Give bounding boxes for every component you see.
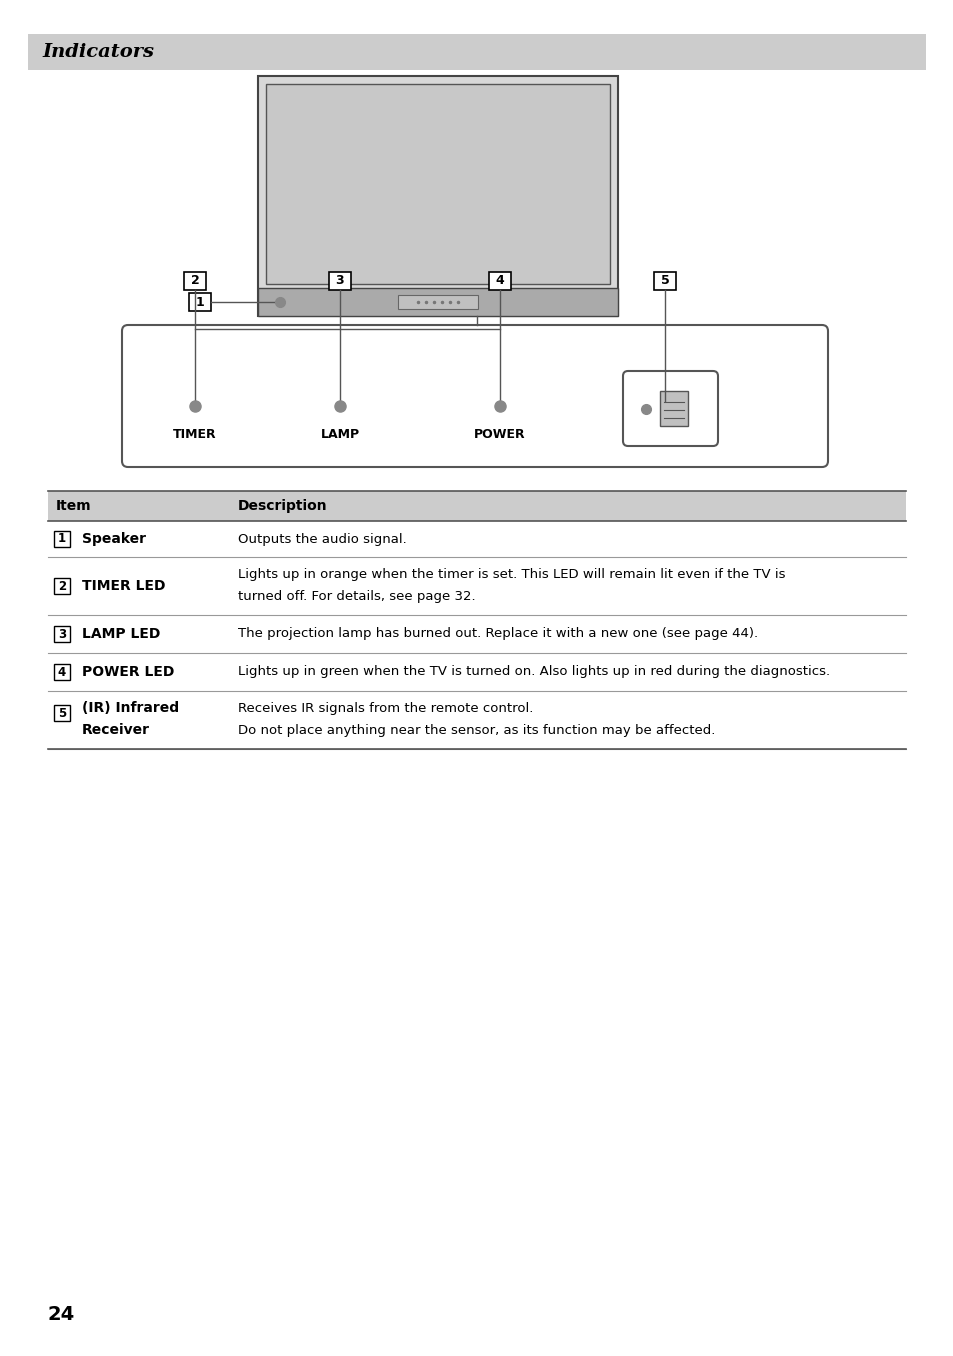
Text: 4: 4 — [496, 274, 504, 287]
Text: 5: 5 — [659, 274, 669, 287]
Text: Do not place anything near the sensor, as its function may be affected.: Do not place anything near the sensor, a… — [237, 724, 715, 736]
Bar — [54, 705, 70, 721]
Text: 2: 2 — [58, 579, 66, 593]
Text: Description: Description — [237, 499, 327, 513]
Text: 1: 1 — [58, 533, 66, 545]
Text: LAMP: LAMP — [320, 428, 359, 441]
Text: LAMP LED: LAMP LED — [82, 626, 160, 641]
Text: TIMER LED: TIMER LED — [82, 579, 165, 593]
Text: TIMER: TIMER — [173, 428, 216, 441]
Bar — [654, 273, 676, 290]
Bar — [48, 491, 905, 521]
Bar — [54, 532, 70, 546]
Text: 1: 1 — [195, 296, 204, 309]
Text: Indicators: Indicators — [42, 43, 153, 61]
FancyBboxPatch shape — [622, 372, 718, 446]
Text: Receiver: Receiver — [82, 724, 150, 738]
Text: POWER LED: POWER LED — [82, 664, 174, 679]
Bar — [54, 578, 70, 594]
Text: Item: Item — [56, 499, 91, 513]
Bar — [184, 273, 206, 290]
Text: 5: 5 — [58, 706, 66, 720]
Text: Lights up in orange when the timer is set. This LED will remain lit even if the : Lights up in orange when the timer is se… — [237, 568, 784, 580]
Text: 4: 4 — [58, 666, 66, 678]
Text: 24: 24 — [48, 1304, 75, 1323]
Text: 2: 2 — [191, 274, 199, 287]
Text: 3: 3 — [58, 628, 66, 640]
Text: 3: 3 — [335, 274, 344, 287]
Bar — [28, 34, 925, 71]
Text: turned off. For details, see page 32.: turned off. For details, see page 32. — [237, 590, 476, 603]
Bar — [189, 293, 211, 311]
Bar — [489, 273, 511, 290]
Text: Outputs the audio signal.: Outputs the audio signal. — [237, 533, 406, 545]
Bar — [54, 626, 70, 641]
Bar — [659, 391, 687, 426]
Bar — [329, 273, 351, 290]
Bar — [257, 76, 618, 316]
Bar — [266, 84, 609, 283]
Bar — [397, 296, 477, 309]
Text: Lights up in green when the TV is turned on. Also lights up in red during the di: Lights up in green when the TV is turned… — [237, 666, 829, 678]
Text: (IR) Infrared: (IR) Infrared — [82, 701, 179, 716]
Text: Speaker: Speaker — [82, 532, 146, 546]
Text: POWER: POWER — [474, 428, 525, 441]
Text: Receives IR signals from the remote control.: Receives IR signals from the remote cont… — [237, 702, 533, 715]
FancyBboxPatch shape — [122, 325, 827, 466]
Bar — [257, 287, 618, 316]
Bar — [54, 664, 70, 679]
Text: The projection lamp has burned out. Replace it with a new one (see page 44).: The projection lamp has burned out. Repl… — [237, 628, 758, 640]
